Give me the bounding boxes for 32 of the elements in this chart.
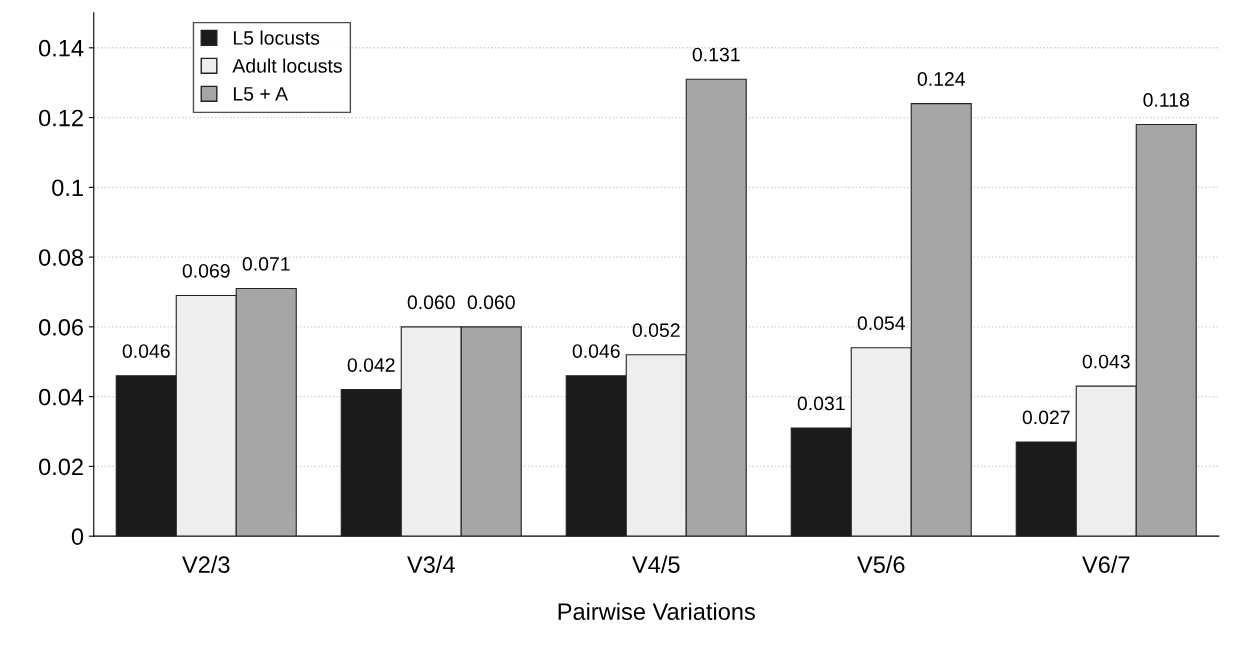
x-tick-label: V6/7 — [1082, 555, 1130, 573]
data-label: 0.054 — [857, 316, 906, 331]
y-tick-label: 0.14 — [39, 39, 84, 57]
y-tick-label: 0.08 — [39, 249, 84, 266]
y-tick-label: 0.1 — [52, 179, 83, 197]
legend-label: L5 + A — [233, 87, 289, 101]
x-tick-label: V2/3 — [182, 555, 230, 573]
data-label: 0.046 — [572, 344, 620, 358]
x-tick-label: V5/6 — [857, 555, 905, 573]
data-label: 0.060 — [467, 295, 515, 310]
data-label: 0.031 — [797, 396, 845, 411]
data-label: 0.060 — [407, 295, 455, 310]
data-label: 0.043 — [1082, 354, 1130, 369]
data-label: 0.071 — [242, 257, 290, 271]
data-label: 0.046 — [122, 344, 170, 358]
data-label: 0.042 — [347, 358, 395, 372]
data-label: 0.052 — [632, 323, 680, 338]
x-tick-label: V4/5 — [632, 555, 680, 573]
data-label: 0.118 — [1143, 93, 1190, 107]
legend-label: Adult locusts — [232, 58, 342, 73]
legend-label: L5 locusts — [233, 30, 320, 45]
y-tick-label: 0.04 — [39, 388, 84, 406]
x-tick-label: V3/4 — [407, 555, 455, 573]
y-tick-label: 0.02 — [39, 458, 83, 476]
data-label: 0.124 — [917, 72, 966, 86]
y-tick-label: 0.12 — [39, 109, 83, 127]
data-label: 0.027 — [1022, 410, 1070, 425]
x-axis-title: Pairwise Variations — [558, 602, 755, 620]
data-label: 0.131 — [692, 47, 740, 62]
y-tick-label: 0 — [71, 528, 84, 545]
y-tick-label: 0.06 — [39, 318, 83, 336]
data-label: 0.069 — [182, 263, 230, 278]
